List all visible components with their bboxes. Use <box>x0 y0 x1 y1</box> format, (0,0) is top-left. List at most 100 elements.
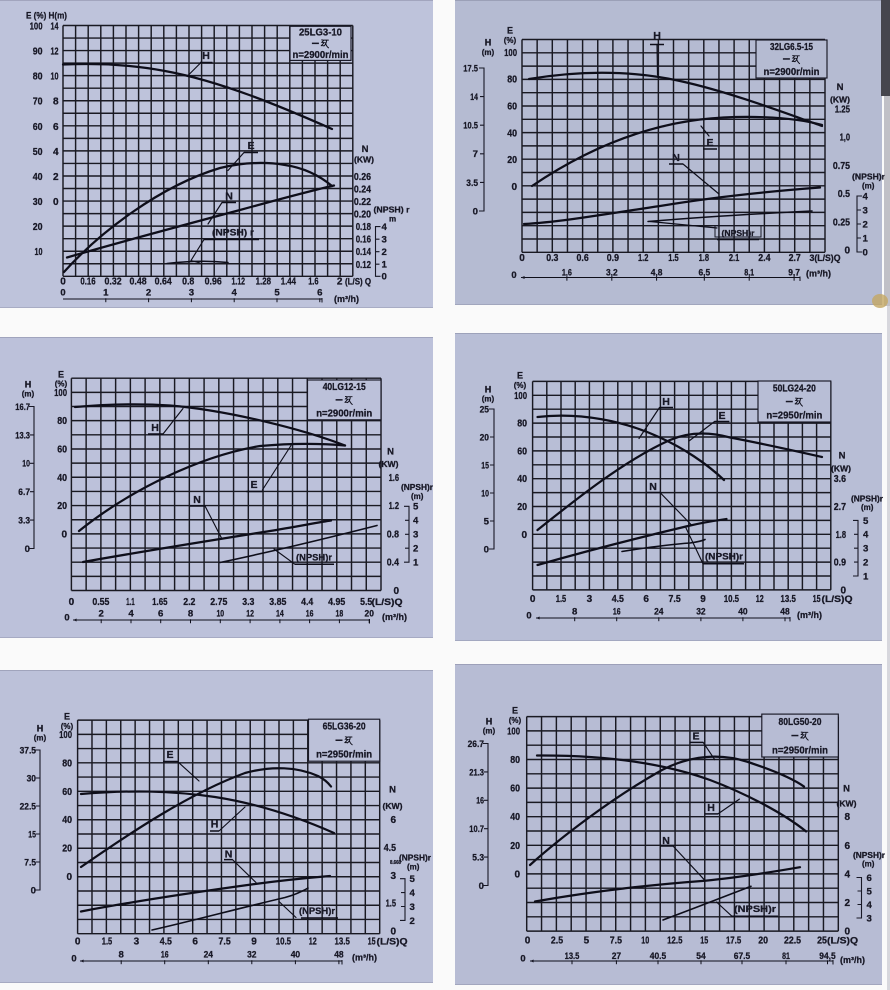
svg-text:32: 32 <box>247 949 256 960</box>
svg-text:8.666: 8.666 <box>390 860 401 866</box>
svg-text:1.65: 1.65 <box>152 597 168 608</box>
svg-text:7: 7 <box>473 149 478 160</box>
svg-text:7.5: 7.5 <box>669 594 682 605</box>
svg-text:1.28: 1.28 <box>256 277 272 288</box>
svg-text:3,2: 3,2 <box>606 267 618 278</box>
svg-text:18: 18 <box>336 608 344 619</box>
svg-text:0: 0 <box>71 952 76 963</box>
svg-text:0: 0 <box>473 206 478 217</box>
svg-text:16: 16 <box>306 608 314 619</box>
svg-text:20: 20 <box>507 155 517 166</box>
svg-text:N: N <box>389 785 396 796</box>
svg-text:1.5: 1.5 <box>556 594 567 605</box>
svg-text:20: 20 <box>33 222 43 233</box>
svg-text:0: 0 <box>64 611 69 622</box>
svg-text:8: 8 <box>119 949 125 960</box>
svg-text:6.7: 6.7 <box>18 487 30 498</box>
svg-text:0: 0 <box>530 594 536 605</box>
svg-text:0: 0 <box>75 937 81 948</box>
svg-text:0: 0 <box>844 246 850 257</box>
svg-text:80LG50-20: 80LG50-20 <box>779 717 822 728</box>
svg-text:2: 2 <box>337 277 343 288</box>
svg-text:N: N <box>362 144 369 155</box>
svg-text:E: E <box>517 371 523 381</box>
svg-text:94,5: 94,5 <box>819 951 836 962</box>
svg-text:0.75: 0.75 <box>833 161 850 172</box>
svg-text:0.8: 0.8 <box>182 277 195 288</box>
svg-text:37.5: 37.5 <box>20 745 37 756</box>
svg-text:40: 40 <box>517 474 527 485</box>
svg-text:(m): (m) <box>22 390 35 399</box>
svg-text:40: 40 <box>62 815 72 826</box>
svg-text:60: 60 <box>33 122 43 133</box>
svg-text:4,8: 4,8 <box>651 267 663 278</box>
svg-text:n=2950r/min: n=2950r/min <box>772 745 828 756</box>
svg-text:22.5: 22.5 <box>784 935 801 946</box>
svg-text:10: 10 <box>51 72 59 83</box>
svg-text:54: 54 <box>696 951 706 962</box>
svg-text:4: 4 <box>410 888 416 899</box>
svg-text:13.3: 13.3 <box>15 430 30 441</box>
svg-text:27: 27 <box>612 951 621 962</box>
svg-text:20: 20 <box>57 501 67 512</box>
svg-text:0: 0 <box>25 544 30 555</box>
svg-text:E: E <box>718 410 725 422</box>
svg-text:3.85: 3.85 <box>269 597 286 608</box>
svg-text:10: 10 <box>35 247 43 258</box>
svg-text:(%): (%) <box>61 722 74 731</box>
svg-text:32: 32 <box>696 606 705 617</box>
svg-text:10: 10 <box>22 459 30 470</box>
svg-text:12: 12 <box>309 937 317 948</box>
svg-text:H: H <box>37 724 44 734</box>
svg-text:1.5: 1.5 <box>102 937 113 948</box>
svg-text:13.5: 13.5 <box>565 951 580 962</box>
svg-text:0: 0 <box>390 926 396 937</box>
svg-text:E (%) H(m): E (%) H(m) <box>26 11 67 21</box>
svg-text:E: E <box>250 479 257 491</box>
svg-text:(KW): (KW) <box>830 95 850 105</box>
svg-text:40: 40 <box>33 172 43 183</box>
svg-text:N: N <box>839 451 846 462</box>
svg-text:10.5: 10.5 <box>724 594 740 605</box>
svg-text:8,1: 8,1 <box>744 267 754 278</box>
svg-text:40LG12-15: 40LG12-15 <box>323 382 366 393</box>
svg-text:60: 60 <box>507 102 517 113</box>
svg-text:22.5: 22.5 <box>20 801 37 812</box>
svg-text:3: 3 <box>382 235 387 246</box>
svg-text:(NPSH)r: (NPSH)r <box>705 552 743 562</box>
svg-text:4.5: 4.5 <box>612 594 625 605</box>
svg-text:2: 2 <box>413 544 418 555</box>
svg-text:(KW): (KW) <box>378 459 398 469</box>
svg-text:(m³/h): (m³/h) <box>806 269 831 279</box>
svg-text:2.7: 2.7 <box>789 253 802 264</box>
svg-text:1.8: 1.8 <box>699 253 710 264</box>
svg-text:N: N <box>387 447 394 458</box>
svg-text:(NPSH)r: (NPSH)r <box>722 228 756 238</box>
svg-text:6: 6 <box>643 594 649 605</box>
svg-text:n=2950r/min: n=2950r/min <box>316 750 372 761</box>
svg-text:N: N <box>843 784 850 795</box>
svg-text:2.1: 2.1 <box>729 253 740 264</box>
svg-text:0.24: 0.24 <box>354 185 371 196</box>
svg-text:20: 20 <box>480 432 489 443</box>
svg-text:80: 80 <box>517 419 527 430</box>
svg-text:(m): (m) <box>411 492 424 501</box>
svg-text:8: 8 <box>572 606 578 617</box>
svg-text:1,6: 1,6 <box>562 267 572 278</box>
svg-text:60: 60 <box>62 787 72 798</box>
svg-text:(KW): (KW) <box>831 464 851 474</box>
svg-text:4: 4 <box>844 869 850 880</box>
svg-text:0: 0 <box>66 872 72 883</box>
svg-text:3.5: 3.5 <box>466 178 478 189</box>
svg-text:5: 5 <box>413 502 419 513</box>
svg-text:H: H <box>211 819 219 831</box>
svg-text:20: 20 <box>517 502 527 513</box>
svg-text:(m): (m) <box>482 395 495 404</box>
svg-text:(L/S) Q: (L/S) Q <box>345 277 371 287</box>
svg-text:25: 25 <box>480 404 490 415</box>
svg-text:40.5: 40.5 <box>650 951 667 962</box>
svg-text:1.8: 1.8 <box>836 530 847 541</box>
svg-text:16: 16 <box>161 949 169 960</box>
svg-text:(m³/h): (m³/h) <box>840 955 865 965</box>
svg-text:N: N <box>662 835 670 847</box>
